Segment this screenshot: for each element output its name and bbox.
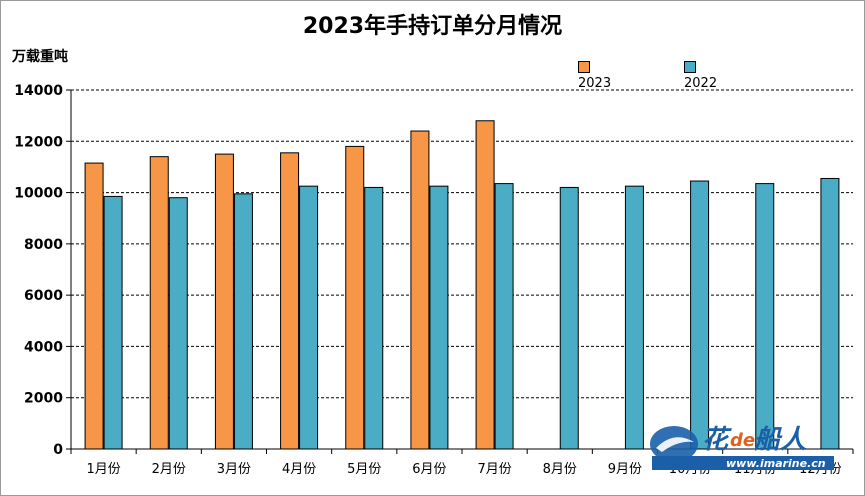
legend-swatch-2023 <box>578 60 590 73</box>
bar-2022-1 <box>103 195 123 450</box>
y-tick-label: 4000 <box>24 339 63 355</box>
y-tick-label: 12000 <box>14 134 63 150</box>
bar-2023-4 <box>280 152 300 450</box>
bar-2022-3 <box>233 193 253 450</box>
y-tick-label: 0 <box>53 442 63 458</box>
bar-2022-10 <box>690 180 710 450</box>
watermark-logo: 花 de 船人 www.imarine.cn <box>650 425 834 470</box>
y-tick-label: 2000 <box>24 391 63 407</box>
bar-2022-11 <box>755 183 775 450</box>
bar-2022-2 <box>168 197 188 450</box>
watermark-text-prefix: 花 <box>702 425 732 455</box>
bar-2022-7 <box>494 183 514 450</box>
x-category-label: 5月份 <box>347 462 381 477</box>
chart-title: 2023年手持订单分月情况 <box>302 14 563 39</box>
legend-item-2023: 2023 <box>578 60 611 91</box>
legend-swatch-2022 <box>684 60 696 73</box>
x-category-label: 4月份 <box>282 462 316 477</box>
y-tick-label: 10000 <box>14 186 63 202</box>
bar-2023-1 <box>84 162 104 450</box>
legend-item-2022: 2022 <box>684 60 717 91</box>
bar-2022-9 <box>624 185 644 450</box>
x-category-label: 9月份 <box>608 462 642 477</box>
x-category-label: 1月份 <box>86 462 120 477</box>
bar-2022-12 <box>820 177 840 450</box>
x-category-label: 2月份 <box>152 462 186 477</box>
y-tick-label: 14000 <box>14 83 63 99</box>
watermark-text-suffix: 船人 <box>753 425 806 455</box>
bar-2023-5 <box>345 145 365 450</box>
x-category-label: 7月份 <box>477 462 511 477</box>
bar-2022-6 <box>429 185 449 450</box>
bar-2022-5 <box>364 186 384 450</box>
bar-2023-7 <box>475 120 495 450</box>
bar-2022-4 <box>299 185 319 450</box>
bar-2023-2 <box>149 156 169 450</box>
watermark-text-de: de <box>730 430 755 451</box>
bar-2022-8 <box>559 186 579 450</box>
y-tick-label: 6000 <box>24 288 63 304</box>
y-tick-label: 8000 <box>24 237 63 253</box>
x-category-label: 6月份 <box>412 462 446 477</box>
x-category-label: 3月份 <box>217 462 251 477</box>
legend-label-2023: 2023 <box>578 76 612 91</box>
y-axis-unit-label: 万载重吨 <box>12 49 68 65</box>
legend-label-2022: 2022 <box>684 76 718 91</box>
bar-2023-6 <box>410 130 430 450</box>
x-category-label: 8月份 <box>543 462 577 477</box>
bar-2023-3 <box>214 153 234 450</box>
watermark-url: www.imarine.cn <box>726 457 826 470</box>
